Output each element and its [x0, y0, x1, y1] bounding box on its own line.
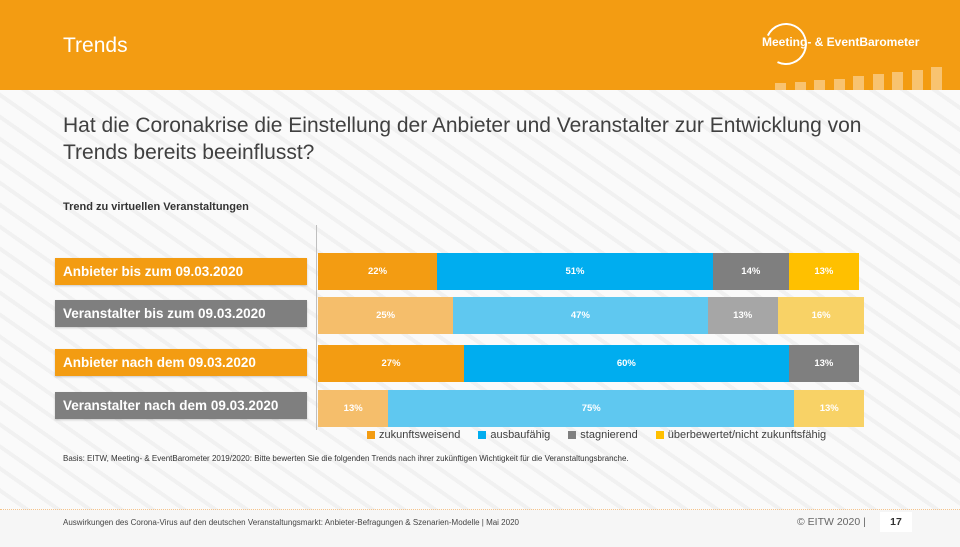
bar-segment: 13% [794, 390, 865, 427]
logo-bar [794, 81, 806, 90]
legend-label: zukunftsweisend [379, 429, 461, 441]
bar-segment: 25% [318, 297, 454, 334]
logo-bar [931, 67, 942, 90]
bar-row: 27% 60% 13% [318, 345, 859, 382]
legend-item: zukunftsweisend [367, 429, 460, 441]
logo-bar [775, 83, 786, 90]
basis-note: Basis: EITW, Meeting- & EventBarometer 2… [63, 454, 629, 463]
legend-swatch-icon [568, 431, 577, 439]
data-label: 25% [376, 310, 396, 321]
bar-segment: 13% [707, 297, 778, 334]
data-label: 14% [741, 266, 761, 277]
logo-bar [872, 73, 884, 90]
question-heading: Hat die Coronakrise die Einstellung der … [63, 114, 862, 164]
data-label: 13% [819, 403, 839, 414]
bar-row: 22% 51% 14% 13% [318, 253, 859, 290]
data-label: 47% [570, 310, 590, 321]
category-label: Veranstalter bis zum 09.03.2020 [55, 300, 307, 327]
bar-segment: 22% [318, 253, 438, 290]
bar-row: 25% 47% 13% 16% [318, 297, 865, 334]
legend-label: stagnierend [580, 429, 638, 441]
bar-segment: 75% [388, 390, 795, 427]
bar-segment: 47% [453, 297, 708, 334]
bar-segment: 51% [437, 253, 713, 290]
bar-segment: 14% [712, 253, 789, 290]
data-label: 13% [343, 403, 363, 414]
chart-title: Trend zu virtuellen Veranstaltungen [63, 201, 249, 213]
data-label: 27% [381, 358, 401, 369]
chart-legend: zukunftsweisend ausbaufähig stagnierend übe… [367, 429, 826, 441]
data-label: 16% [811, 310, 831, 321]
bar-segment: 60% [464, 345, 789, 382]
data-label: 75% [581, 403, 601, 414]
logo: Meeting- & EventBarometer [730, 17, 955, 90]
legend-item: überbewertet/nicht zukunftsfähig [655, 429, 827, 441]
logo-bar [833, 78, 845, 90]
slide-title: Trends [63, 34, 128, 57]
header-bar: Trends Meeting- & EventBarometer [0, 0, 960, 90]
logo-bar [814, 80, 825, 90]
page-number: 17 [880, 512, 912, 532]
axis-line [316, 225, 317, 430]
legend-label: ausbaufähig [490, 429, 551, 441]
legend-item: stagnierend [568, 429, 638, 441]
data-label: 13% [814, 266, 834, 277]
logo-bar [892, 72, 903, 90]
logo-bar [853, 76, 864, 90]
bar-row: 13% 75% 13% [318, 390, 865, 427]
legend-label: überbewertet/nicht zukunftsfähig [667, 429, 827, 441]
logo-bar [911, 70, 923, 90]
bar-segment: 13% [788, 345, 859, 382]
legend-swatch-icon [367, 431, 375, 439]
footer-text: Auswirkungen des Corona-Virus auf den de… [63, 518, 519, 527]
logo-text: Meeting- & EventBarometer [762, 35, 920, 49]
bar-segment: 16% [777, 297, 865, 334]
data-label: 60% [616, 358, 636, 369]
data-label: 13% [814, 358, 834, 369]
bar-segment: 13% [318, 390, 389, 427]
category-label: Veranstalter nach dem 09.03.2020 [55, 392, 307, 419]
data-label: 13% [733, 310, 753, 321]
logo-bars-icon [775, 67, 955, 90]
footer-divider [0, 509, 960, 511]
legend-swatch-icon [478, 431, 487, 439]
category-label: Anbieter nach dem 09.03.2020 [55, 349, 307, 376]
data-label: 51% [565, 266, 585, 277]
legend-item: ausbaufähig [478, 429, 550, 441]
legend-swatch-icon [655, 431, 664, 439]
bar-segment: 27% [318, 345, 465, 382]
data-label: 22% [368, 266, 388, 277]
bar-segment: 13% [788, 253, 859, 290]
category-label: Anbieter bis zum 09.03.2020 [55, 258, 307, 285]
copyright: © EITW 2020 | [797, 516, 866, 528]
